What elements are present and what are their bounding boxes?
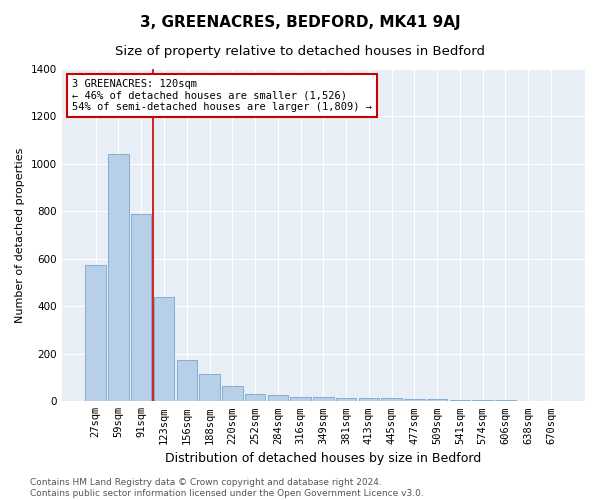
Bar: [404, 399, 425, 402]
Text: Contains HM Land Registry data © Crown copyright and database right 2024.
Contai: Contains HM Land Registry data © Crown c…: [30, 478, 424, 498]
Bar: [518, 400, 538, 402]
Bar: [359, 398, 379, 402]
Bar: [199, 374, 220, 402]
Y-axis label: Number of detached properties: Number of detached properties: [15, 148, 25, 323]
Bar: [427, 400, 448, 402]
Bar: [131, 214, 151, 402]
Bar: [290, 396, 311, 402]
Text: 3, GREENACRES, BEDFORD, MK41 9AJ: 3, GREENACRES, BEDFORD, MK41 9AJ: [140, 15, 460, 30]
Bar: [222, 386, 242, 402]
Bar: [154, 297, 174, 402]
Text: 3 GREENACRES: 120sqm
← 46% of detached houses are smaller (1,526)
54% of semi-de: 3 GREENACRES: 120sqm ← 46% of detached h…: [72, 79, 372, 112]
Bar: [85, 265, 106, 402]
Bar: [472, 400, 493, 402]
Bar: [245, 394, 265, 402]
Text: Size of property relative to detached houses in Bedford: Size of property relative to detached ho…: [115, 45, 485, 58]
Bar: [268, 396, 288, 402]
Bar: [336, 398, 356, 402]
Bar: [495, 400, 515, 402]
Bar: [313, 396, 334, 402]
Bar: [108, 154, 129, 402]
Bar: [449, 400, 470, 402]
X-axis label: Distribution of detached houses by size in Bedford: Distribution of detached houses by size …: [165, 452, 481, 465]
Bar: [382, 398, 402, 402]
Bar: [176, 360, 197, 402]
